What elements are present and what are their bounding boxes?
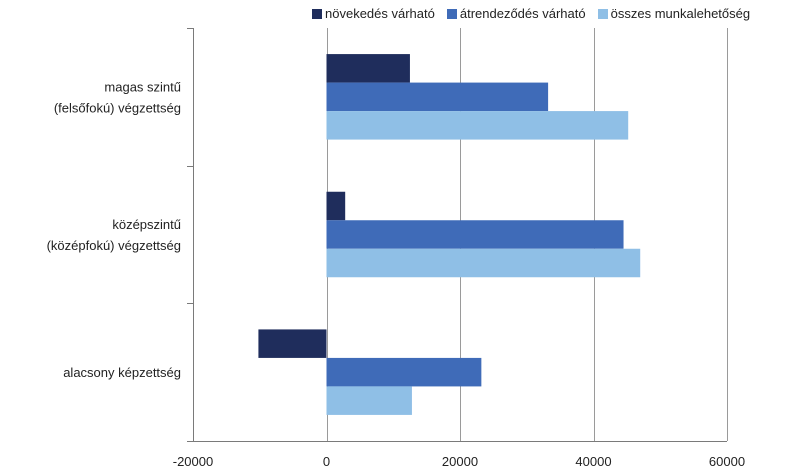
legend-label-novekedes: növekedés várható <box>325 6 435 21</box>
legend-item-osszes: összes munkalehetőség <box>597 6 751 21</box>
category-label: alacsony képzettség <box>63 365 181 380</box>
legend-label-atrendezodes: átrendeződés várható <box>459 6 586 21</box>
bar-osszes-0 <box>326 111 629 140</box>
bar-atrendezodes-0 <box>326 82 549 112</box>
x-tick-label: 0 <box>323 454 330 469</box>
legend-label-osszes: összes munkalehetőség <box>610 6 751 21</box>
x-tick-label: 20000 <box>442 454 478 469</box>
bar-novekedes-2 <box>258 329 327 358</box>
bar-novekedes-0 <box>326 54 410 83</box>
legend-swatch-novekedes <box>312 8 322 19</box>
legend-swatch-osszes <box>597 8 608 19</box>
legend-swatch-atrendezodes <box>446 8 457 19</box>
bar-atrendezodes-1 <box>326 220 624 249</box>
legend-item-atrendezodes: átrendeződés várható <box>446 6 586 21</box>
bar-osszes-1 <box>326 248 641 278</box>
x-tick-label: -20000 <box>173 454 213 469</box>
legend-item-novekedes: növekedés várható <box>312 6 435 21</box>
category-label: középszintű <box>112 217 181 232</box>
legend: növekedés várható átrendeződés várható ö… <box>312 6 750 21</box>
bar-osszes-2 <box>326 386 412 415</box>
bar-atrendezodes-2 <box>326 357 482 387</box>
category-label: magas szintű <box>104 79 181 94</box>
x-tick-label: 60000 <box>709 454 745 469</box>
x-tick-label: 40000 <box>575 454 611 469</box>
bar-novekedes-1 <box>326 191 346 221</box>
category-label: (felsőfokú) végzettség <box>54 100 181 115</box>
category-label: (középfokú) végzettség <box>47 238 181 253</box>
